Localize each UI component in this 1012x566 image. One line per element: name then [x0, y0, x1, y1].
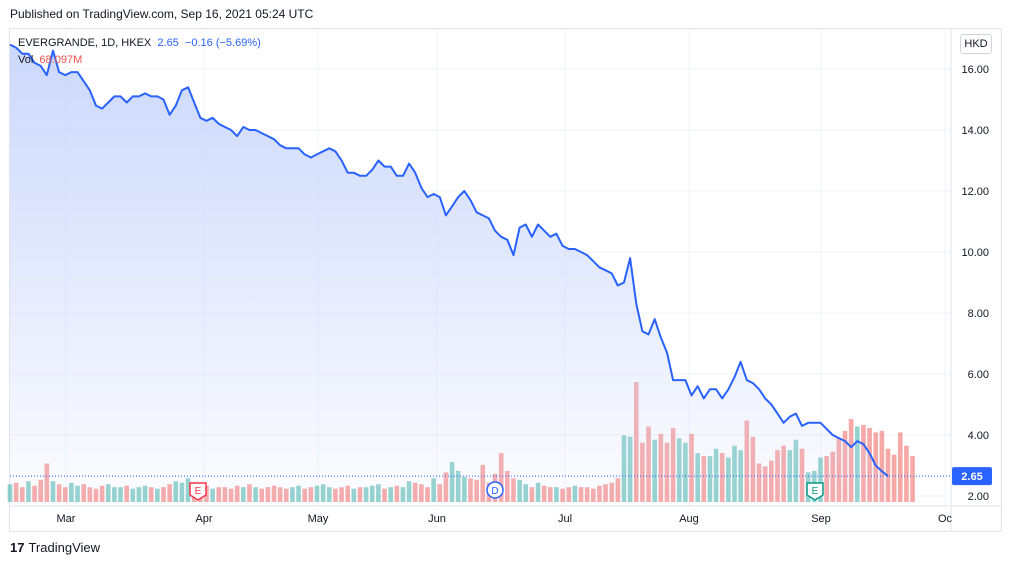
earnings-marker[interactable]: E: [189, 482, 207, 501]
volume-bar: [910, 456, 915, 502]
price-line: [9, 43, 889, 477]
symbol-label[interactable]: EVERGRANDE, 1D, HKEX: [18, 37, 152, 49]
x-tick-label: Aug: [679, 513, 699, 525]
change-value: −0.16 (−5.69%): [184, 37, 261, 49]
last-value: 2.65: [157, 37, 179, 49]
chart-frame[interactable]: [9, 28, 1002, 532]
published-caption: Published on TradingView.com, Sep 16, 20…: [10, 7, 314, 21]
y-tick-label: 14.00: [961, 125, 989, 137]
volume-label[interactable]: Vol: [18, 54, 34, 66]
x-tick-label: Apr: [195, 513, 212, 525]
last-price-badge: 2.65: [952, 467, 992, 486]
volume-bar: [891, 454, 897, 502]
x-tick-label: Oc: [938, 513, 953, 525]
earnings-marker[interactable]: E: [806, 482, 824, 501]
tradingview-logo-icon[interactable]: 17: [10, 540, 25, 555]
dividend-marker-circle: [486, 481, 504, 499]
x-tick-label: Mar: [57, 513, 76, 525]
y-tick-label: 16.00: [961, 64, 989, 76]
volume-bar: [879, 430, 885, 502]
currency-button[interactable]: HKD: [960, 34, 992, 54]
last-price-badge-text: 2.65: [961, 471, 982, 483]
x-tick-label: May: [308, 513, 329, 525]
price-axis[interactable]: 2.00 4.00 6.00 8.00 10.00 12.00 14.00 16.00: [961, 64, 989, 503]
volume-bar: [904, 445, 909, 502]
last-price-badge-bg: [952, 467, 992, 486]
y-tick-label: 8.00: [968, 308, 989, 320]
y-tick-label: 10.00: [961, 247, 989, 259]
legend-volume-row: Vol 68.097M: [18, 52, 261, 69]
marker-letter: E: [812, 486, 819, 497]
legend: EVERGRANDE, 1D, HKEX 2.65 −0.16 (−5.69%)…: [18, 35, 261, 69]
y-tick-label: 12.00: [961, 186, 989, 198]
marker-letter: D: [491, 486, 498, 497]
footer: 17 TradingView: [10, 540, 100, 555]
earnings-marker-shape: [806, 482, 824, 501]
x-tick-label: Sep: [811, 513, 831, 525]
marker-letter: E: [195, 486, 202, 497]
y-tick-label: 6.00: [968, 369, 989, 381]
y-tick-label: 2.00: [968, 491, 989, 503]
dividend-marker[interactable]: D: [486, 481, 504, 499]
volume-value: 68.097M: [39, 54, 83, 66]
time-axis[interactable]: Mar Apr May Jun Jul Aug Sep Oc: [57, 513, 953, 525]
legend-price-row: EVERGRANDE, 1D, HKEX 2.65 −0.16 (−5.69%): [18, 35, 261, 52]
x-tick-label: Jun: [428, 513, 446, 525]
price-area: [10, 44, 888, 506]
x-tick-label: Jul: [558, 513, 572, 525]
y-tick-label: 4.00: [968, 430, 989, 442]
brand-name[interactable]: TradingView: [28, 540, 101, 555]
earnings-marker-shape: [189, 482, 207, 501]
volume-bar: [897, 432, 903, 502]
